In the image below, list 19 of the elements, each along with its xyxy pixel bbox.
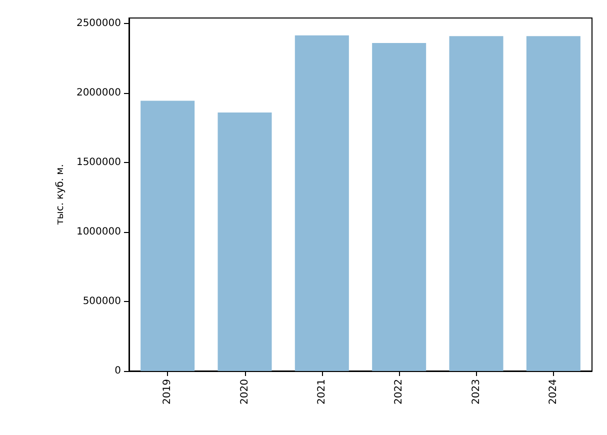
bar bbox=[449, 36, 504, 371]
x-tick-label: 2022 bbox=[394, 379, 405, 404]
y-axis-title: тыс. куб. м. bbox=[55, 164, 66, 225]
y-tick-label: 500000 bbox=[82, 296, 121, 308]
x-tick-label: 2021 bbox=[316, 379, 328, 404]
y-tick-label: 2000000 bbox=[76, 88, 121, 99]
x-tick-label: 2020 bbox=[239, 379, 250, 404]
x-tick-label: 2024 bbox=[548, 379, 559, 404]
x-tick-label: 2019 bbox=[162, 379, 174, 404]
y-tick-label: 1500000 bbox=[76, 157, 121, 168]
bar bbox=[372, 43, 426, 371]
x-tick-label: 2023 bbox=[470, 379, 482, 404]
y-tick-label: 2500000 bbox=[76, 18, 121, 30]
bar bbox=[140, 100, 195, 371]
bar bbox=[218, 112, 272, 371]
bar bbox=[294, 35, 349, 371]
bar bbox=[526, 36, 580, 371]
y-tick-label: 0 bbox=[114, 366, 121, 376]
y-tick-label: 1000000 bbox=[76, 226, 121, 238]
